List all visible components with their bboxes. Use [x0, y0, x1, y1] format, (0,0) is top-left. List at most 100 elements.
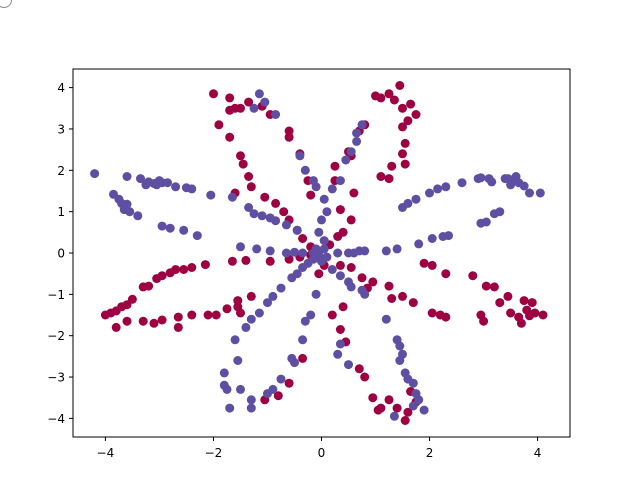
scatter-point-s0-120	[530, 308, 540, 318]
scatter-point-s1-100	[360, 289, 370, 299]
scatter-point-s0-60	[127, 294, 137, 304]
scatter-point-s1-137	[408, 378, 418, 388]
scatter-point-s0-66	[171, 265, 181, 274]
scatter-point-s0-12	[236, 151, 245, 161]
scatter-point-s0-83	[203, 310, 213, 320]
scatter-point-s1-110	[241, 322, 251, 332]
scatter-point-s0-87	[246, 291, 256, 301]
scatter-point-s1-21	[227, 192, 237, 202]
scatter-point-s1-105	[276, 283, 286, 293]
scatter-point-s1-43	[249, 103, 259, 113]
scatter-point-s1-143	[381, 314, 391, 324]
y-tick-label: −2	[47, 329, 65, 343]
scatter-point-s1-115	[222, 384, 232, 394]
scatter-point-s1-20	[206, 190, 216, 200]
scatter-point-s0-1	[225, 93, 235, 103]
scatter-point-s0-103	[427, 260, 437, 270]
scatter-point-s0-98	[427, 308, 437, 318]
scatter-point-s0-96	[398, 291, 407, 301]
scatter-point-s1-75	[506, 180, 516, 190]
scatter-point-s0-70	[227, 256, 237, 266]
scatter-point-s0-78	[138, 316, 148, 326]
x-tick-label: 4	[534, 446, 542, 460]
scatter-point-s0-53	[376, 172, 386, 181]
scatter-point-s1-51	[314, 227, 324, 237]
scatter-point-s0-47	[403, 116, 413, 126]
scatter-point-s1-29	[157, 221, 167, 231]
scatter-point-s0-88	[173, 322, 183, 332]
scatter-point-s1-92	[403, 198, 413, 208]
scatter-point-s1-149	[319, 244, 329, 254]
scatter-point-s0-19	[279, 207, 289, 217]
scatter-point-s1-24	[257, 211, 267, 221]
scatter-point-s0-127	[368, 393, 378, 403]
scatter-point-s1-55	[346, 147, 356, 157]
y-tick-label: 1	[57, 205, 65, 219]
scatter-point-s1-90	[333, 248, 343, 258]
scatter-point-s0-40	[376, 93, 386, 103]
scatter-point-s1-124	[287, 353, 297, 363]
scatter-point-s1-139	[414, 395, 424, 405]
scatter-point-s0-140	[298, 353, 308, 363]
scatter-point-s0-95	[384, 281, 394, 291]
scatter-point-s1-144	[392, 335, 402, 345]
scatter-point-s0-48	[398, 122, 407, 132]
scatter-point-s0-91	[335, 260, 345, 270]
scatter-point-s1-140	[408, 401, 418, 411]
scatter-point-s0-125	[354, 364, 364, 374]
scatter-point-s0-76	[111, 322, 121, 332]
scatter-point-s1-74	[535, 188, 545, 198]
scatter-point-s0-109	[519, 296, 529, 306]
scatter-point-s1-117	[225, 403, 235, 413]
scatter-point-s1-59	[335, 176, 345, 186]
scatter-point-s1-102	[298, 263, 308, 272]
scatter-point-s1-141	[419, 405, 429, 415]
scatter-point-s0-8	[284, 126, 294, 136]
x-tick-label: −4	[97, 446, 115, 460]
scatter-point-s0-138	[273, 391, 283, 401]
x-tick-label: 0	[318, 446, 326, 460]
scatter-point-s1-96	[335, 271, 345, 281]
scatter-point-s1-128	[311, 289, 321, 299]
scatter-point-s1-121	[268, 384, 278, 394]
scatter-point-s0-50	[398, 149, 407, 159]
scatter-point-s0-107	[489, 282, 499, 292]
scatter-point-s0-72	[265, 256, 275, 266]
scatter-point-s0-5	[244, 97, 254, 107]
scatter-point-s0-11	[225, 132, 235, 142]
scatter-point-s1-73	[525, 188, 534, 198]
scatter-point-s0-62	[144, 281, 154, 291]
scatter-point-s0-126	[360, 372, 370, 382]
scatter-point-s1-122	[276, 374, 286, 384]
scatter-point-s1-62	[457, 178, 467, 188]
scatter-point-s1-82	[427, 234, 437, 243]
scatter-point-s1-22	[244, 203, 254, 212]
scatter-point-s1-93	[411, 194, 421, 204]
scatter-point-s1-83	[414, 239, 424, 249]
scatter-point-s0-135	[376, 403, 386, 413]
scatter-point-s1-35	[265, 246, 275, 256]
scatter-point-s0-77	[122, 316, 132, 326]
scatter-point-s1-52	[319, 236, 329, 246]
x-axis-ticks: −4 −2 0 2 4	[97, 437, 542, 460]
scatter-point-s1-142	[389, 411, 399, 421]
scatter-point-s1-56	[352, 136, 362, 146]
scatter-point-s0-52	[387, 161, 397, 171]
scatter-point-s0-116	[495, 298, 505, 308]
scatter-point-s1-104	[287, 273, 297, 283]
scatter-point-s1-79	[481, 217, 491, 227]
scatter-point-s0-113	[506, 308, 516, 318]
scatter-point-s0-26	[306, 190, 316, 200]
scatter-point-s0-43	[389, 95, 399, 105]
scatter-point-s1-116	[236, 384, 245, 394]
scatter-point-s0-38	[338, 227, 348, 237]
y-tick-label: 2	[57, 164, 65, 178]
scatter-point-s0-46	[411, 110, 421, 119]
scatter-point-s1-148	[308, 254, 318, 264]
scatter-points	[90, 81, 548, 425]
scatter-point-s0-44	[398, 103, 407, 113]
scatter-point-s1-129	[333, 349, 343, 359]
scatter-point-s0-28	[330, 161, 340, 171]
scatter-point-s0-92	[346, 263, 356, 272]
scatter-point-s1-126	[300, 316, 310, 326]
